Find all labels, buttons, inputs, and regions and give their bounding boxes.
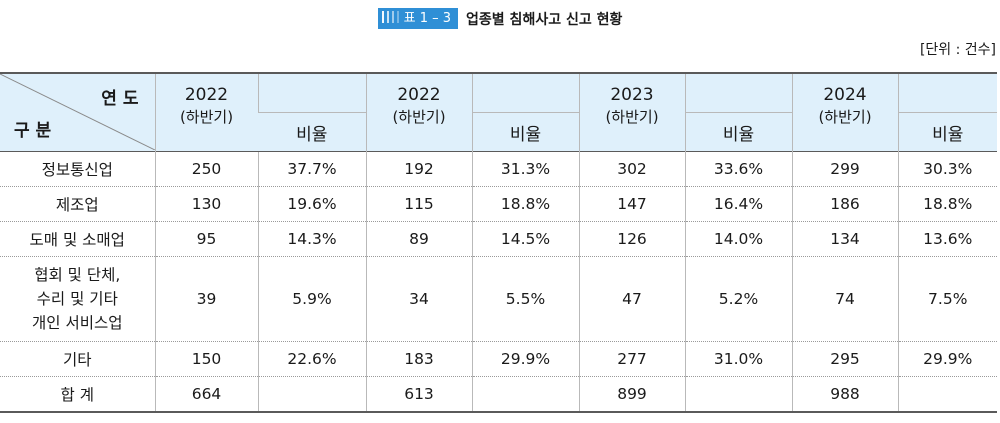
- year-value: 2022: [397, 85, 441, 105]
- table-row: 제조업 130 19.6% 115 18.8% 147 16.4% 186 18…: [0, 186, 997, 222]
- row-label: 기타: [0, 341, 155, 377]
- count-cell: 150: [154, 341, 258, 377]
- count-cell: 183: [365, 341, 472, 377]
- count-cell: 47: [578, 256, 685, 342]
- header-blank-cell: [257, 72, 366, 113]
- count-cell: 277: [578, 341, 685, 377]
- ratio-cell: 13.6%: [897, 221, 997, 257]
- half-label: (하반기): [179, 108, 234, 126]
- table-number-tag: 표 1 – 3: [377, 8, 459, 29]
- ratio-cell: [257, 376, 366, 413]
- count-cell: 95: [154, 221, 258, 257]
- count-cell: 39: [154, 256, 258, 342]
- year-header-2022: 2022 (하반기): [365, 72, 472, 152]
- count-cell: 126: [578, 221, 685, 257]
- ratio-cell: 14.3%: [257, 221, 366, 257]
- ratio-cell: 7.5%: [897, 256, 997, 342]
- count-cell: 74: [791, 256, 898, 342]
- row-label: 제조업: [0, 186, 155, 222]
- row-label-line: 개인 서비스업: [32, 314, 123, 332]
- table-row: 기타 150 22.6% 183 29.9% 277 31.0% 295 29.…: [0, 341, 997, 377]
- count-cell: 186: [791, 186, 898, 222]
- count-cell: 192: [365, 151, 472, 187]
- ratio-cell: 30.3%: [897, 151, 997, 187]
- table-caption: 표 1 – 3 업종별 침해사고 신고 현황: [0, 8, 1000, 29]
- year-header-label: 연 도: [101, 89, 139, 109]
- category-header-label: 구 분: [14, 121, 52, 141]
- count-cell: 295: [791, 341, 898, 377]
- table-title: 업종별 침해사고 신고 현황: [466, 11, 623, 28]
- ratio-cell: [471, 376, 579, 413]
- unit-label: [단위 : 건수]: [919, 42, 996, 58]
- year-value: 2022: [184, 85, 229, 105]
- ratio-cell: 37.7%: [257, 151, 366, 187]
- count-cell: 147: [578, 186, 685, 222]
- table-row: 정보통신업 250 37.7% 192 31.3% 302 33.6% 299 …: [0, 151, 997, 187]
- ratio-header: 비율: [684, 112, 792, 152]
- header-blank-cell: [471, 72, 579, 113]
- row-label: 협회 및 단체, 수리 및 기타 개인 서비스업: [0, 256, 155, 342]
- count-cell: 115: [365, 186, 472, 222]
- ratio-cell: 22.6%: [257, 341, 366, 377]
- year-header-2023: 2023 (하반기): [578, 72, 685, 152]
- count-cell: 302: [578, 151, 685, 187]
- ratio-cell: 5.2%: [684, 256, 792, 342]
- ratio-cell: 5.9%: [257, 256, 366, 342]
- count-cell: 130: [154, 186, 258, 222]
- ratio-cell: 29.9%: [897, 341, 997, 377]
- count-cell: 89: [365, 221, 472, 257]
- half-label: (하반기): [392, 108, 446, 126]
- header-blank-cell: [684, 72, 792, 113]
- year-header-2022-h2: 2022 (하반기): [154, 72, 258, 152]
- year-header-2024: 2024 (하반기): [791, 72, 898, 152]
- ratio-cell: 5.5%: [471, 256, 579, 342]
- ratio-cell: [897, 376, 997, 413]
- row-label-line: 협회 및 단체,: [34, 266, 121, 284]
- ratio-header: 비율: [897, 112, 997, 152]
- ratio-cell: 33.6%: [684, 151, 792, 187]
- ratio-cell: 18.8%: [897, 186, 997, 222]
- count-cell: 34: [365, 256, 472, 342]
- row-label: 도매 및 소매업: [0, 221, 155, 257]
- header-row-ratio: 비율 비율 비율 비율: [0, 112, 997, 152]
- diagonal-divider: [0, 74, 155, 150]
- ratio-header: 비율: [471, 112, 579, 152]
- incident-report-table: 연 도 구 분 2022 (하반기) 2022 (하반기) 2023 (하반기) 20…: [0, 72, 997, 413]
- count-cell: 664: [154, 376, 258, 413]
- ratio-cell: [684, 376, 792, 413]
- table-row: 협회 및 단체, 수리 및 기타 개인 서비스업 39 5.9% 34 5.5%…: [0, 256, 997, 342]
- table-number: 표 1 – 3: [403, 11, 452, 26]
- header-row-years: 연 도 구 분 2022 (하반기) 2022 (하반기) 2023 (하반기) 20…: [0, 72, 997, 152]
- row-label: 합 계: [0, 376, 155, 413]
- half-label: (하반기): [818, 108, 872, 126]
- header-blank-cell: [897, 72, 997, 113]
- ratio-cell: 31.0%: [684, 341, 792, 377]
- table-row: 도매 및 소매업 95 14.3% 89 14.5% 126 14.0% 134…: [0, 221, 997, 257]
- count-cell: 988: [791, 376, 898, 413]
- count-cell: 613: [365, 376, 472, 413]
- ratio-header: 비율: [258, 112, 366, 152]
- ratio-cell: 31.3%: [471, 151, 579, 187]
- count-cell: 134: [791, 221, 898, 257]
- ratio-cell: 29.9%: [471, 341, 579, 377]
- ratio-cell: 14.5%: [471, 221, 579, 257]
- count-cell: 250: [154, 151, 258, 187]
- half-label: (하반기): [605, 108, 659, 126]
- ratio-cell: 14.0%: [684, 221, 792, 257]
- header-corner-cell: 연 도 구 분: [0, 72, 155, 152]
- total-row: 합 계 664 613 899 988: [0, 376, 997, 413]
- ratio-cell: 18.8%: [471, 186, 579, 222]
- year-value: 2024: [823, 85, 867, 105]
- bar-chart-icon: [381, 11, 400, 23]
- count-cell: 299: [791, 151, 898, 187]
- year-value: 2023: [610, 85, 654, 105]
- row-label: 정보통신업: [0, 151, 155, 187]
- count-cell: 899: [578, 376, 685, 413]
- ratio-cell: 19.6%: [257, 186, 366, 222]
- ratio-cell: 16.4%: [684, 186, 792, 222]
- row-label-line: 수리 및 기타: [36, 290, 118, 308]
